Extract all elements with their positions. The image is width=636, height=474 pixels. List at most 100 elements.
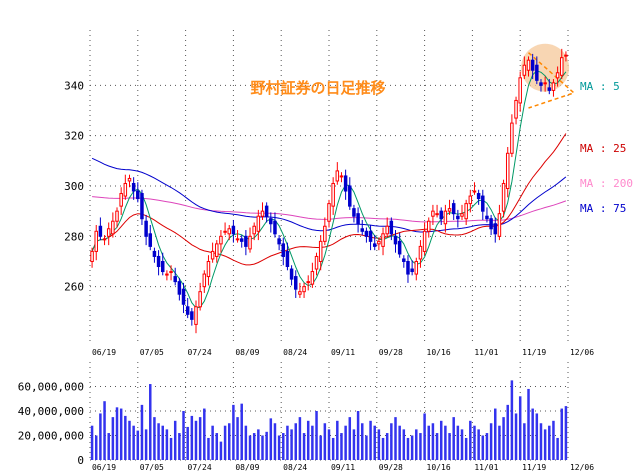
volume-bar <box>94 435 98 460</box>
candle-body <box>294 276 298 290</box>
volume-bar <box>223 425 227 460</box>
x-tick-label: 07/05 <box>140 348 164 357</box>
candle-body <box>144 220 148 237</box>
volume-tick-label: 60,000,000 <box>18 381 84 394</box>
candle-body <box>298 291 302 295</box>
candle-body <box>194 306 198 325</box>
volume-bar <box>103 401 106 460</box>
candle-body <box>418 245 423 260</box>
price-tick-label: 320 <box>64 130 84 143</box>
candle-body <box>543 82 547 85</box>
volume-bar <box>282 433 285 460</box>
x-tick-label: 08/24 <box>283 348 307 357</box>
candle-body <box>239 238 244 242</box>
volume-bar <box>294 423 297 460</box>
volume-bar <box>190 415 194 460</box>
volume-bar <box>248 435 252 460</box>
volume-bar <box>319 435 322 460</box>
candle-body <box>422 230 427 252</box>
candle-body <box>356 213 360 225</box>
volume-bar <box>211 425 214 460</box>
candle-body <box>555 72 560 79</box>
volume-bar <box>203 408 206 460</box>
volume-bar <box>543 429 547 460</box>
volume-bar <box>261 435 264 460</box>
volume-bar <box>128 420 131 460</box>
grid <box>89 30 569 342</box>
volume-bar <box>306 420 310 460</box>
volume-bar <box>518 396 522 460</box>
x-tick-label-volume: 07/24 <box>188 463 212 472</box>
price-tick-label: 260 <box>64 281 84 294</box>
candle-body <box>514 99 518 119</box>
x-tick-label: 09/11 <box>331 348 355 357</box>
x-tick-label: 08/09 <box>235 348 259 357</box>
candle-body <box>389 220 394 235</box>
volume-bar <box>381 437 385 460</box>
volume-bar <box>394 417 397 460</box>
candle-body <box>281 243 286 257</box>
volume-bars <box>90 380 568 460</box>
volume-bar <box>315 411 318 460</box>
volume-bar <box>232 404 235 460</box>
volume-bar <box>336 420 339 460</box>
candle-body <box>476 193 481 200</box>
volume-bar <box>402 429 406 460</box>
volume-bar <box>502 417 505 460</box>
volume-bar <box>564 406 568 460</box>
volume-bar <box>99 413 102 460</box>
candle-body <box>94 230 98 252</box>
volume-bar <box>419 433 422 460</box>
candle-body <box>456 215 460 220</box>
candle-body <box>360 228 364 232</box>
volume-bar <box>327 429 331 460</box>
candle-body <box>115 210 119 222</box>
candle-body <box>202 273 207 288</box>
candle-body <box>177 281 182 295</box>
volume-bar <box>431 423 435 460</box>
candle-body <box>472 190 477 193</box>
x-tick-label-volume: 12/06 <box>570 463 594 472</box>
volume-bar <box>473 425 476 460</box>
volume-tick-label: 40,000,000 <box>18 405 84 418</box>
candle-body <box>522 64 527 76</box>
volume-bar <box>124 415 127 460</box>
volume-bar <box>348 417 352 460</box>
candle-body <box>547 87 552 91</box>
candle-body <box>198 291 202 308</box>
volume-bar <box>365 435 368 460</box>
volume-bar <box>377 429 381 460</box>
candle-body <box>289 268 294 280</box>
volume-bar <box>514 413 518 460</box>
volume-bar <box>219 441 223 460</box>
candle-body <box>244 235 248 247</box>
volume-bar <box>423 413 426 460</box>
candle-body <box>165 273 169 276</box>
x-tick-label: 12/06 <box>570 348 594 357</box>
candle-body <box>314 255 319 270</box>
volume-bar <box>323 423 327 460</box>
volume-tick-label: 20,000,000 <box>18 430 84 443</box>
volume-bar <box>477 429 480 460</box>
volume-bar <box>265 431 268 460</box>
volume-bar <box>119 408 123 460</box>
volume-bar <box>302 433 306 460</box>
volume-tick-label: 0 <box>77 454 84 467</box>
candle-body <box>102 238 107 241</box>
candle-body <box>327 203 331 222</box>
volume-bar <box>227 423 231 460</box>
candle-body <box>397 240 402 255</box>
candle-body <box>277 238 281 245</box>
volume-bar <box>161 425 164 460</box>
candle-body <box>169 271 173 274</box>
candle-body <box>539 82 543 86</box>
price-tick-label: 340 <box>64 79 84 92</box>
candle-body <box>269 218 273 225</box>
candle-body <box>273 220 277 235</box>
candle-body <box>551 82 556 91</box>
candle-body <box>352 208 356 217</box>
candle-body <box>119 193 123 207</box>
candle-body <box>156 255 161 268</box>
candle-body <box>252 225 256 235</box>
